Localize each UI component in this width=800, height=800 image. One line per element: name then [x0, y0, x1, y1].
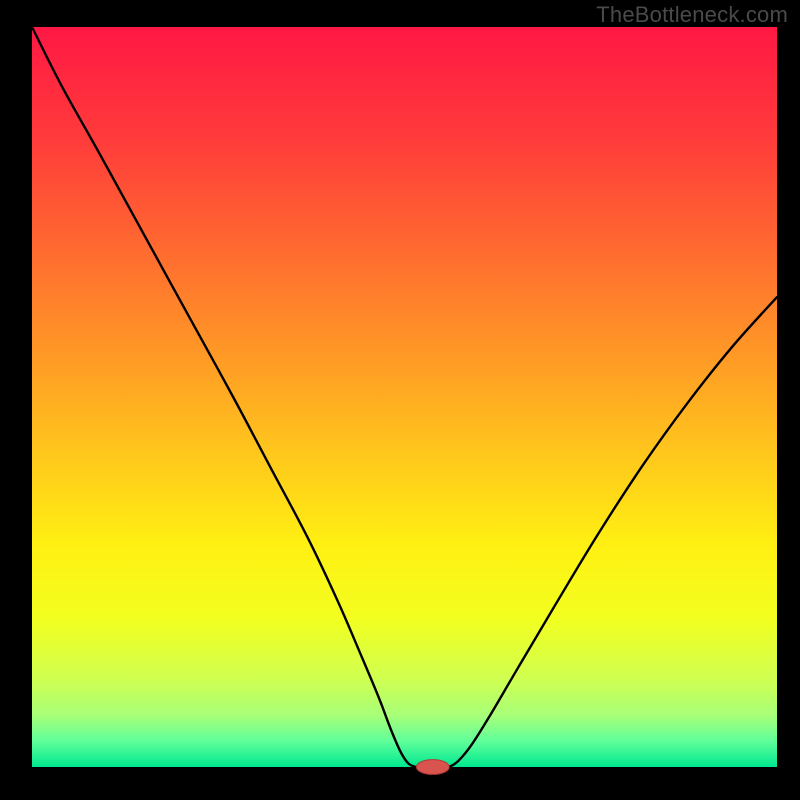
- optimal-point-marker: [416, 760, 449, 775]
- gradient-background: [32, 27, 777, 767]
- watermark-text: TheBottleneck.com: [596, 2, 788, 28]
- bottleneck-chart: [0, 0, 800, 800]
- chart-container: TheBottleneck.com: [0, 0, 800, 800]
